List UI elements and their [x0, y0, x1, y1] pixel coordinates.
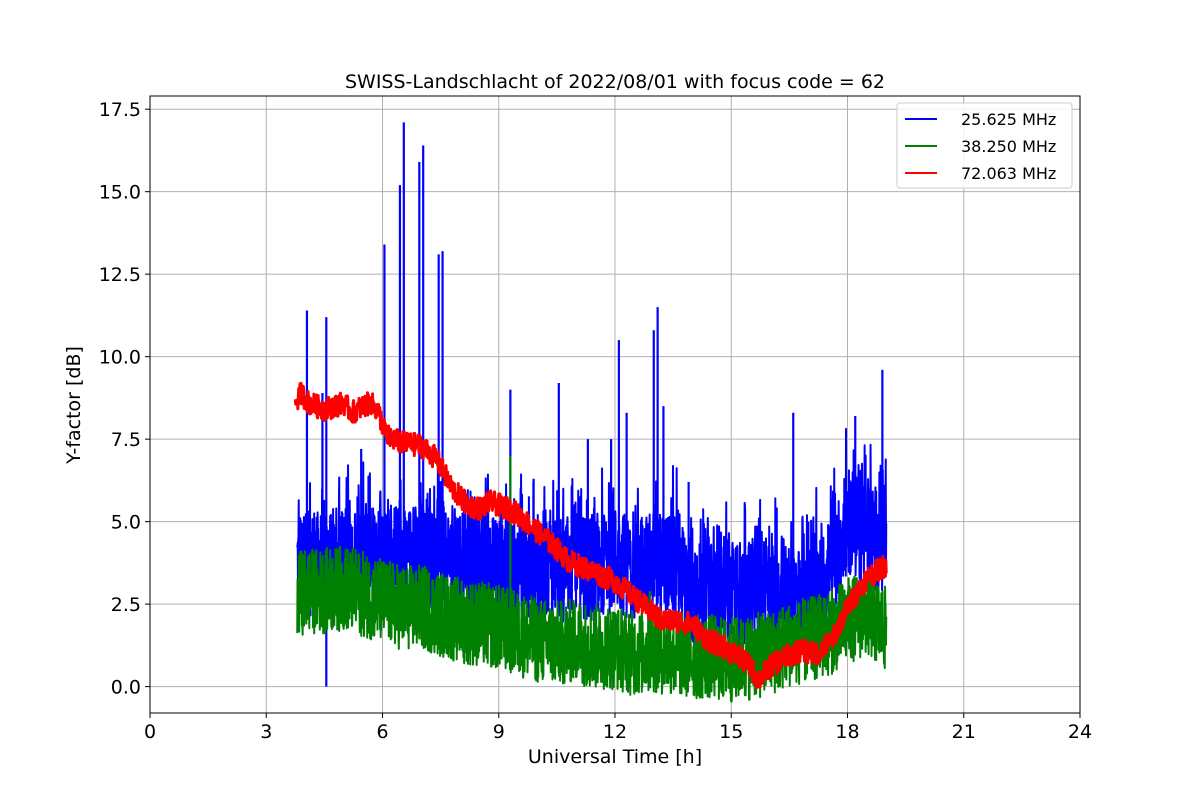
chart-title: SWISS-Landschlacht of 2022/08/01 with fo… [345, 71, 885, 93]
x-axis-label: Universal Time [h] [528, 746, 702, 768]
y-tick-label: 17.5 [99, 99, 141, 121]
x-tick-label: 0 [144, 721, 156, 743]
plot-area [293, 122, 888, 703]
series-line-3 [293, 381, 888, 690]
legend-label: 72.063 MHz [961, 164, 1056, 183]
y-tick-label: 7.5 [111, 429, 141, 451]
x-tick-label: 12 [603, 721, 627, 743]
x-tick-label: 15 [719, 721, 743, 743]
y-tick-label: 0.0 [111, 677, 141, 699]
y-tick-label: 5.0 [111, 512, 141, 534]
x-tick-label: 24 [1068, 721, 1092, 743]
x-tick-label: 3 [260, 721, 272, 743]
x-tick-label: 18 [835, 721, 859, 743]
legend-label: 25.625 MHz [961, 110, 1056, 129]
series-line-1 [296, 427, 888, 653]
legend-frame [896, 102, 1073, 189]
x-tick-label: 21 [952, 721, 976, 743]
y-tick-label: 2.5 [111, 594, 141, 616]
axis-ticks: 0 3 6 9 12 15 18 21 24 0.0 2.5 5.0 7.5 10.0 12.5 15.0 17… [99, 99, 1092, 743]
y-tick-label: 15.0 [99, 182, 141, 204]
legend: 25.625 MHz 38.250 MHz 72.063 MHz [896, 102, 1073, 189]
y-tick-label: 10.0 [99, 347, 141, 369]
y-axis-label: Y-factor [dB] [63, 346, 85, 465]
y-tick-label: 12.5 [99, 264, 141, 286]
x-tick-label: 9 [493, 721, 505, 743]
x-tick-label: 6 [376, 721, 388, 743]
legend-label: 38.250 MHz [961, 137, 1056, 156]
